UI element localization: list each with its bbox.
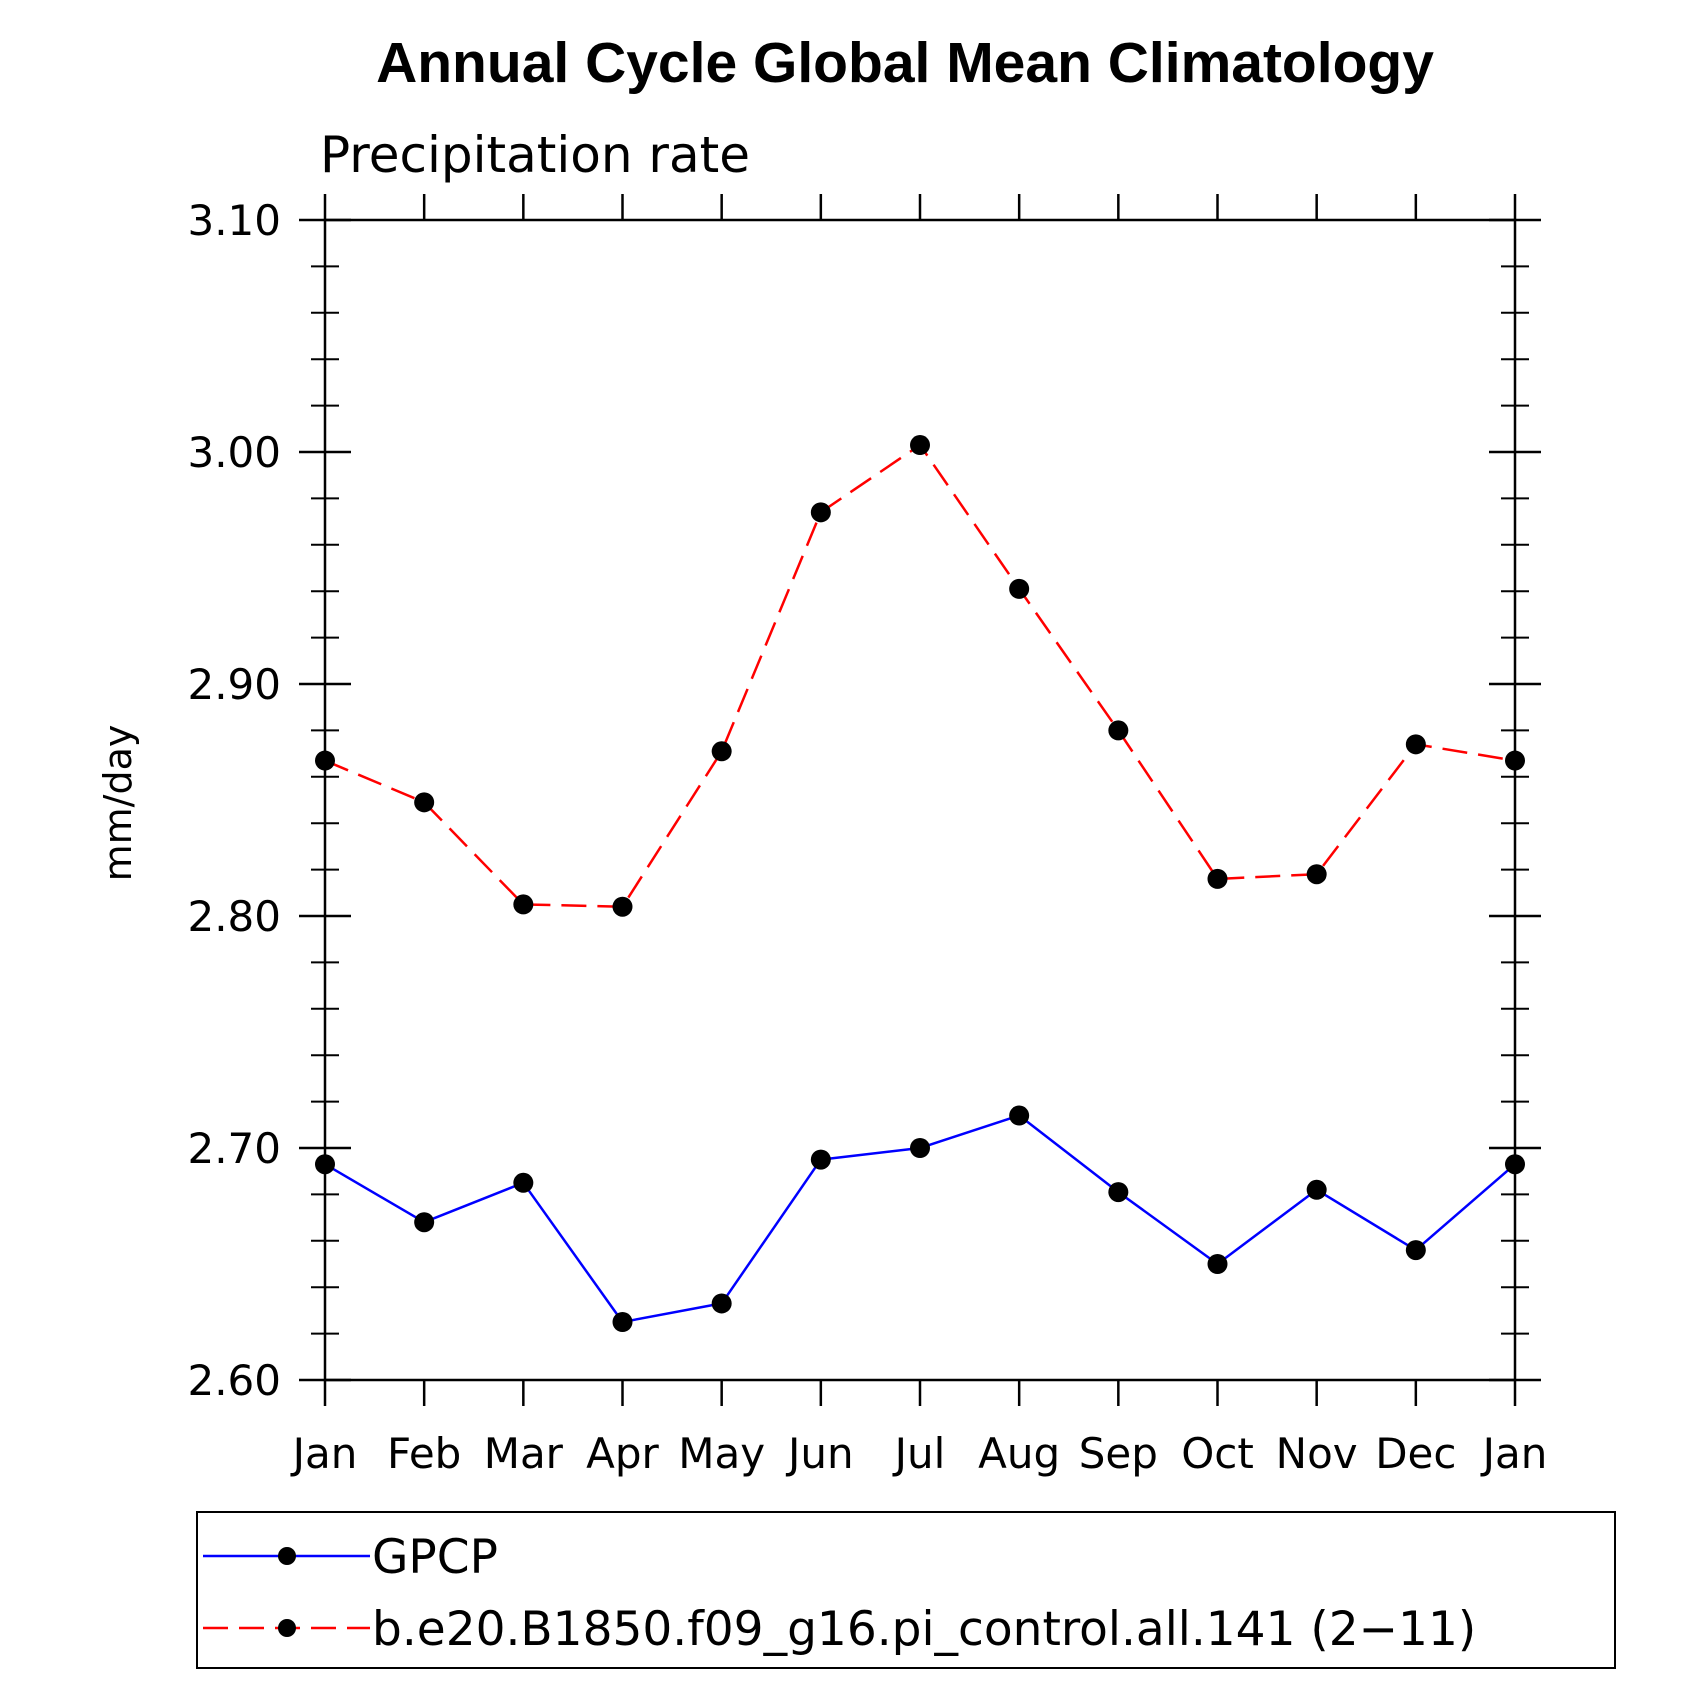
y-tick-label: 2.80	[187, 892, 281, 941]
x-tick-label: May	[678, 1429, 765, 1478]
series-1-point	[513, 894, 534, 915]
x-tick-label: Sep	[1079, 1429, 1158, 1478]
series-0-point	[1405, 1240, 1426, 1261]
axes: Jan Feb Mar Apr May Jun Jul Aug Sep Oct Nov Dec Jan2…	[187, 194, 1547, 1478]
plot-area	[315, 435, 1525, 1332]
series-0-point	[1108, 1182, 1129, 1203]
x-tick-label: Jun	[785, 1429, 854, 1478]
x-tick-label: Jul	[892, 1429, 946, 1478]
x-tick-label: Apr	[586, 1429, 659, 1478]
legend-label-model: b.e20.B1850.f09_g16.pi_control.all.141 (…	[372, 1602, 1476, 1657]
series-0-point	[414, 1212, 435, 1233]
series-1-point	[1505, 750, 1525, 771]
series-0-point	[1207, 1254, 1228, 1274]
series-0-point	[1306, 1179, 1327, 1200]
plot-frame	[323, 218, 1517, 1382]
series-1-point	[612, 896, 633, 917]
y-axis-label: mm/day	[96, 725, 140, 882]
series-1-point	[315, 750, 335, 771]
x-tick-label: Nov	[1276, 1429, 1358, 1478]
series-line-1	[324, 443, 1516, 908]
y-tick-label: 2.60	[187, 1356, 281, 1405]
series-1-point	[1207, 868, 1228, 889]
y-tick-label: 3.00	[187, 428, 281, 477]
series-0-point	[910, 1138, 930, 1158]
x-tick-label: Feb	[387, 1429, 461, 1478]
series-0-point	[1009, 1105, 1030, 1126]
series-0-point	[612, 1312, 633, 1332]
x-tick-label: Aug	[978, 1429, 1060, 1478]
x-tick-label: Dec	[1375, 1429, 1456, 1478]
legend-label-gpcp: GPCP	[372, 1530, 498, 1585]
series-1-point	[810, 502, 831, 523]
y-tick-label: 3.10	[187, 196, 281, 245]
y-tick-label: 2.90	[187, 660, 281, 709]
x-tick-label: Jan	[290, 1429, 358, 1478]
x-tick-label: Jan	[1480, 1429, 1548, 1478]
series-1-point	[1009, 578, 1030, 599]
series-0-point	[1505, 1154, 1525, 1175]
series-0-point	[711, 1293, 732, 1314]
x-tick-label: Oct	[1181, 1429, 1254, 1478]
series-1-point	[910, 435, 930, 456]
legend: GPCP b.e20.B1850.f09_g16.pi_control.all.…	[196, 1511, 1616, 1669]
x-tick-label: Mar	[484, 1429, 564, 1478]
chart-subtitle: Precipitation rate	[320, 126, 750, 184]
series-0-point	[810, 1149, 831, 1170]
series-0-point	[315, 1154, 335, 1175]
chart-title: Annual Cycle Global Mean Climatology	[376, 31, 1434, 95]
y-tick-label: 2.70	[187, 1124, 281, 1173]
series-1-point	[1108, 720, 1129, 741]
legend-box	[196, 1511, 1616, 1669]
series-1-point	[1405, 734, 1426, 755]
series-0-point	[513, 1172, 534, 1193]
legend-marker-gpcp	[278, 1547, 296, 1565]
series-1-point	[414, 792, 435, 813]
series-1-point	[1306, 864, 1327, 885]
series-1-point	[711, 741, 732, 762]
legend-marker-model	[278, 1619, 296, 1637]
